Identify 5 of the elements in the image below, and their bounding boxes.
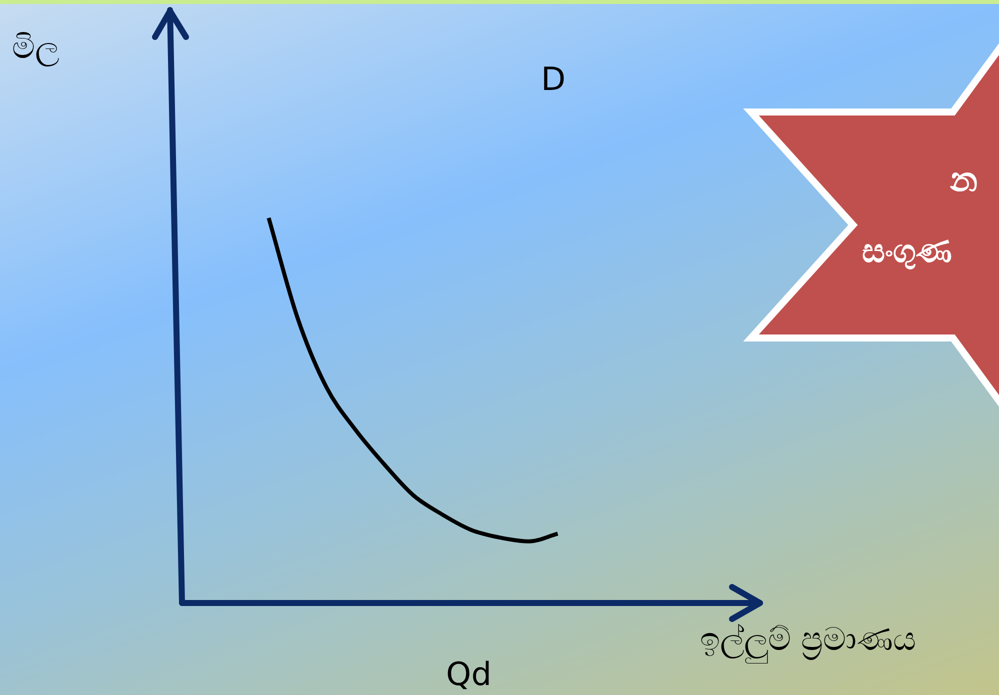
- text: න: [950, 160, 978, 200]
- text: D: [541, 60, 566, 98]
- text: සංගුණ: [862, 232, 952, 270]
- text: Qd: [446, 655, 492, 693]
- text: මිල: [12, 28, 59, 66]
